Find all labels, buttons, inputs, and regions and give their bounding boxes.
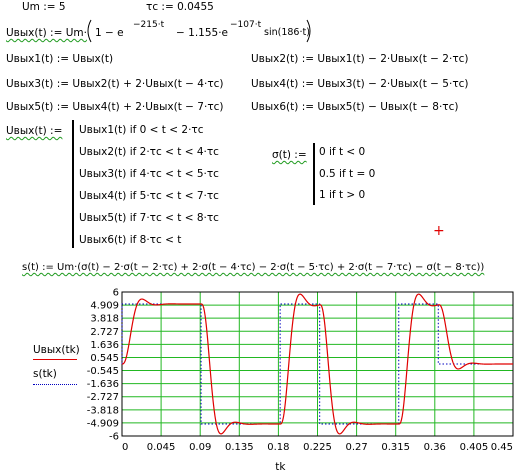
uvh-series-line — [121, 293, 513, 435]
u1-definition[interactable]: Uвых1(t) := Uвых(t) — [6, 53, 114, 65]
x-tick-label: 0.135 — [225, 442, 254, 453]
uvh-term-c: sin(186·t) — [264, 27, 310, 38]
y-tick-label: -4.909 — [87, 418, 119, 429]
legend-s-swatch — [33, 384, 77, 385]
uvh-exp-1: −215·t — [133, 20, 165, 30]
u4-definition[interactable]: Uвых4(t) := Uвых3(t) − 2·Uвых(t − 5·τc) — [251, 78, 469, 90]
y-tick-label: 4.909 — [90, 301, 119, 312]
sigma-row: 0.5 if t = 0 — [319, 168, 376, 180]
piecewise-definition[interactable]: Uвых(t) := Uвых1(t) if 0 < t < 2·τc Uвых… — [6, 120, 246, 250]
x-tick-label: 0.225 — [303, 442, 332, 453]
uvh-definition[interactable]: Uвых(t) := Um· 1 − e −215·t − 1.155·e −1… — [6, 18, 316, 44]
x-tick-label: 0.45 — [491, 442, 513, 453]
y-tick-label: -2.727 — [87, 392, 119, 403]
sigma-row: 0 if t < 0 — [319, 146, 366, 158]
uvh-exp-2: −107·t — [230, 20, 262, 30]
piecewise-brace — [72, 120, 74, 248]
legend-uvh-swatch — [33, 359, 77, 360]
y-tick-label: -3.818 — [87, 405, 119, 416]
x-tick-label: 0.27 — [345, 442, 367, 453]
y-tick-label: 6 — [113, 288, 119, 299]
piecewise-row: Uвых4(t) if 5·τc < t < 7·τc — [79, 190, 219, 202]
s-definition[interactable]: s(t) := Um·(σ(t) − 2·σ(t − 2·τc) + 2·σ(t… — [22, 262, 485, 273]
u6-definition[interactable]: Uвых6(t) := Uвых5(t) − Uвых(t − 8·τc) — [251, 101, 459, 113]
uvh-lhs: Uвых(t) := Um· — [6, 27, 87, 39]
y-tick-label: 2.727 — [90, 327, 119, 338]
y-tick-label: 1.636 — [90, 340, 119, 351]
u3-definition[interactable]: Uвых3(t) := Uвых2(t) + 2·Uвых(t − 4·τc) — [6, 78, 224, 90]
piecewise-row: Uвых3(t) if 4·τc < t < 5·τc — [79, 168, 219, 180]
um-definition[interactable]: Um := 5 — [22, 1, 66, 13]
u5-definition[interactable]: Uвых5(t) := Uвых4(t) + 2·Uвых(t − 7·τc) — [6, 101, 224, 113]
red-crosshair-cursor: + — [433, 223, 445, 239]
uvh-parens — [87, 19, 311, 43]
legend-s-label: s(tk) — [33, 368, 57, 380]
piecewise-lhs: Uвых(t) := — [6, 125, 63, 137]
piecewise-row: Uвых5(t) if 7·τc < t < 8·τc — [79, 212, 219, 224]
x-tick-labels: 0 0.045 0.09 0.135 0.18 0.225 0.27 0.315 0.36 0.4… — [122, 442, 513, 453]
legend-uvh-label: Uвых(tk) — [33, 344, 80, 356]
uvh-term-a: 1 − e — [95, 27, 124, 39]
y-tick-label: -6 — [109, 432, 119, 443]
tc-definition[interactable]: τc := 0.0455 — [146, 1, 214, 13]
y-tick-labels: 6 4.909 3.818 2.727 1.636 0.545 -0.545 -1.636 -2… — [87, 288, 119, 443]
x-tick-label: 0 — [122, 442, 128, 453]
uvh-term-b: − 1.155·e — [176, 27, 228, 39]
piecewise-row: Uвых2(t) if 2·τc < t < 4·τc — [79, 146, 219, 158]
sigma-lhs: σ(t) := — [272, 149, 307, 161]
x-axis-label: tk — [275, 461, 286, 473]
x-tick-label: 0.405 — [460, 442, 489, 453]
y-tick-label: -0.545 — [87, 366, 119, 377]
piecewise-row: Uвых1(t) if 0 < t < 2·τc — [79, 124, 204, 136]
response-chart[interactable]: 6 4.909 3.818 2.727 1.636 0.545 -0.545 -1.636 -2… — [0, 282, 531, 476]
x-tick-label: 0.36 — [424, 442, 446, 453]
u2-definition[interactable]: Uвых2(t) := Uвых1(t) − 2·Uвых(t − 2·τc) — [251, 53, 469, 65]
sigma-row: 1 if t > 0 — [319, 189, 366, 201]
x-tick-label: 0.045 — [147, 442, 176, 453]
x-tick-label: 0.18 — [267, 442, 289, 453]
s-series-line — [121, 303, 513, 425]
y-tick-label: 3.818 — [90, 314, 119, 325]
x-tick-label: 0.09 — [189, 442, 211, 453]
x-tick-label: 0.315 — [381, 442, 410, 453]
piecewise-row: Uвых6(t) if 8·τc < t — [79, 234, 182, 246]
sigma-brace — [313, 143, 315, 205]
sigma-definition[interactable]: σ(t) := 0 if t < 0 0.5 if t = 0 1 if t >… — [272, 143, 382, 207]
y-tick-label: 0.545 — [90, 353, 119, 364]
y-tick-label: -1.636 — [87, 379, 119, 390]
